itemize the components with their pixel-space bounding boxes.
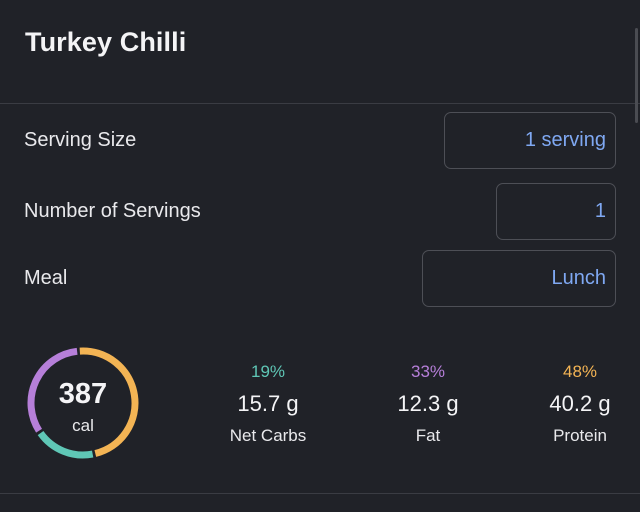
net-carbs-amount: 15.7 g xyxy=(237,391,299,416)
meal-row: Meal Lunch xyxy=(0,250,640,307)
ring-segment-net-carbs xyxy=(37,430,94,459)
meal-label: Meal xyxy=(24,267,68,289)
calorie-ring: 387 cal xyxy=(26,346,140,460)
macro-fat: 33% 12.3 g Fat xyxy=(363,362,493,446)
scrollbar[interactable] xyxy=(635,28,638,123)
protein-percent: 48% xyxy=(562,362,598,381)
nutrition-summary: 387 cal 19% 15.7 g Net Carbs 33% 12.3 g … xyxy=(0,340,640,493)
divider xyxy=(0,493,640,494)
page-title: Turkey Chilli xyxy=(25,27,187,57)
fat-label: Fat xyxy=(415,426,441,445)
ring-segment-protein xyxy=(79,347,139,457)
protein-label: Protein xyxy=(553,426,607,445)
macro-ring-chart xyxy=(27,347,139,459)
serving-size-field[interactable]: 1 serving xyxy=(444,112,616,169)
protein-amount: 40.2 g xyxy=(549,391,611,416)
ring-segment-fat xyxy=(27,347,78,433)
serving-size-row: Serving Size 1 serving xyxy=(0,112,640,169)
number-of-servings-label: Number of Servings xyxy=(24,200,201,222)
serving-size-label: Serving Size xyxy=(24,129,137,151)
number-of-servings-field[interactable]: 1 xyxy=(496,183,616,240)
calorie-unit: cal xyxy=(72,416,94,435)
macro-protein: 48% 40.2 g Protein xyxy=(515,362,640,446)
net-carbs-label: Net Carbs xyxy=(229,426,307,445)
fat-percent: 33% xyxy=(410,362,446,381)
header: Turkey Chilli xyxy=(0,0,640,104)
net-carbs-percent: 19% xyxy=(250,362,286,381)
macro-net-carbs: 19% 15.7 g Net Carbs xyxy=(203,362,333,446)
number-of-servings-row: Number of Servings 1 xyxy=(0,183,640,240)
calorie-value: 387 xyxy=(58,378,108,410)
meal-field[interactable]: Lunch xyxy=(422,250,616,307)
fat-amount: 12.3 g xyxy=(397,391,459,416)
